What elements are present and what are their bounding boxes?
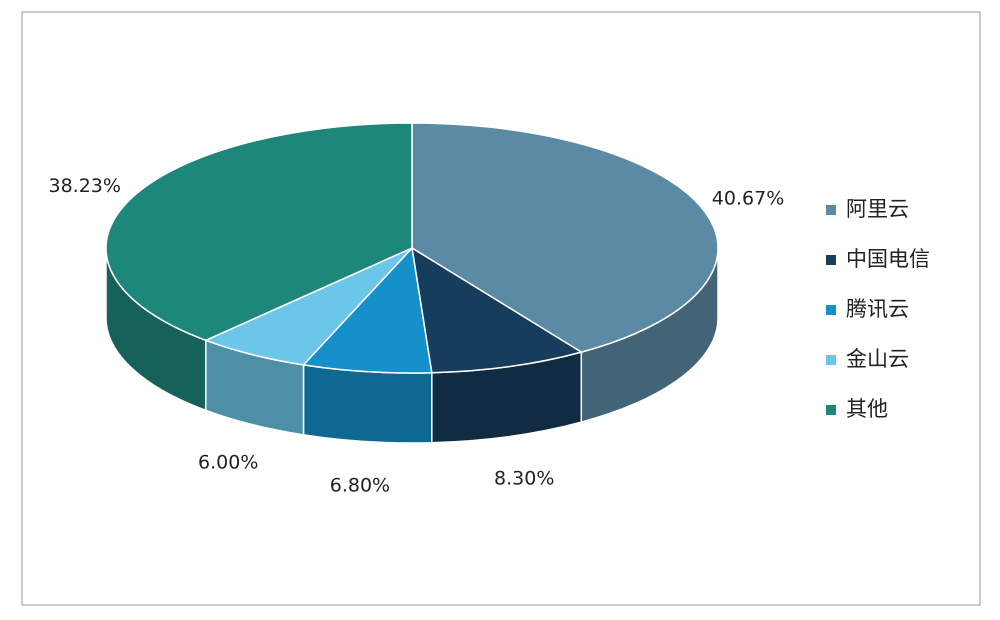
- data-label: 6.80%: [330, 475, 390, 497]
- slice-side: [302, 363, 433, 444]
- legend-label: 阿里云: [846, 197, 909, 221]
- legend-swatch: [826, 205, 836, 215]
- legend-label: 其他: [846, 397, 888, 421]
- legend-swatch: [826, 255, 836, 265]
- data-label: 38.23%: [48, 175, 120, 197]
- data-label: 6.00%: [198, 451, 258, 473]
- data-label: 8.30%: [494, 468, 554, 490]
- slice: [411, 246, 584, 374]
- legend-label: 金山云: [846, 347, 909, 371]
- legend-label: 腾讯云: [846, 297, 909, 321]
- legend-swatch: [826, 405, 836, 415]
- legend-swatch: [826, 355, 836, 365]
- slice: [301, 246, 433, 374]
- legend-swatch: [826, 305, 836, 315]
- legend-label: 中国电信: [846, 247, 930, 271]
- data-label: 40.67%: [712, 187, 784, 209]
- slice: [105, 122, 413, 342]
